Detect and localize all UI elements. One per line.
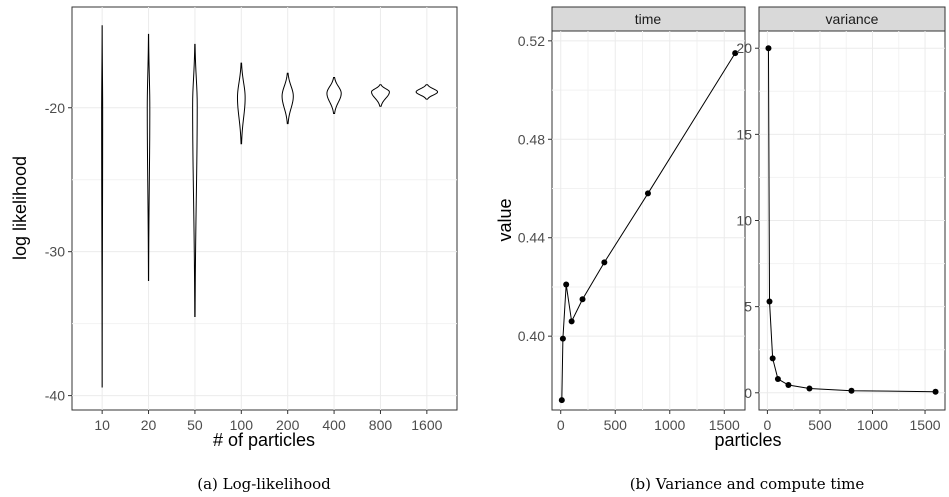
facet-time-y-ticks: 0.40 0.44 0.48 0.52 [518,33,552,344]
x-tick-label: 500 [604,417,628,433]
violin-10 [101,25,104,388]
x-tick-label: 1600 [411,417,442,433]
violin-20 [146,33,151,281]
y-tick-label: 20 [736,40,752,56]
violin-50 [192,43,198,317]
facet-time: time 0.40 0.44 0.48 0.52 0 500 1000 1500 [518,6,746,433]
y-tick-label: 0.48 [518,131,545,147]
x-tick-label: 400 [322,417,346,433]
x-tick-label: 20 [141,417,157,433]
x-tick-label: 200 [276,417,300,433]
data-point-100 [568,318,575,325]
x-tick-label: 0 [557,417,565,433]
y-tick-label: 0 [744,385,752,401]
violin-800 [371,84,390,107]
y-tick-label: -40 [45,388,65,404]
y-tick-label: 5 [744,299,752,315]
facet-variance-strip-label: variance [826,11,879,27]
x-tick-label: 800 [369,417,393,433]
violin-400 [326,77,342,115]
data-point-400 [806,385,813,392]
data-point-10 [765,45,772,52]
violin-1600 [415,84,439,100]
y-tick-label: -20 [45,100,65,116]
data-point-50 [563,281,570,288]
data-point-200 [579,296,586,303]
facet-variance-y-ticks: 0 5 10 15 20 [736,40,759,401]
facet-variance-x-ticks: 0 500 1000 1500 [764,410,941,433]
facet-time-x-ticks: 0 500 1000 1500 [557,410,740,433]
x-tick-label: 500 [808,417,832,433]
y-tick-label: 0.40 [518,328,545,344]
series-line [561,52,736,401]
facet-time-grid [552,31,745,410]
data-point-1600 [732,50,739,57]
x-tick-label: 1500 [909,417,940,433]
violin-x-axis-title: # of particles [213,430,315,450]
data-point-800 [848,387,855,394]
data-point-400 [601,259,608,266]
x-tick-label: 0 [764,417,772,433]
y-tick-label: 0.52 [518,33,545,49]
violin-shapes [101,25,439,388]
x-tick-label: 50 [187,417,203,433]
facet-y-axis-title: value [495,198,515,241]
data-point-1600 [932,388,939,395]
x-tick-label: 1000 [857,417,888,433]
data-point-20 [766,298,773,305]
facet-variance: variance 0 5 10 15 20 0 500 1000 1500 [736,6,946,433]
data-point-200 [785,382,792,389]
data-point-50 [769,355,776,362]
facet-variance-grid [759,31,945,410]
x-tick-label: 10 [94,417,110,433]
violin-x-ticks: 10 20 50 100 200 400 800 1600 [94,410,443,433]
violin-y-ticks: -40 -30 -20 [45,100,72,404]
data-point-100 [774,375,781,382]
violin-100 [236,62,246,145]
x-tick-label: 1000 [654,417,685,433]
facet-time-strip [551,6,746,32]
data-point-20 [559,335,566,342]
x-tick-label: 100 [230,417,254,433]
facet-time-plot-area [551,30,746,411]
facet-variance-series [765,45,939,395]
y-tick-label: 0.44 [518,230,545,246]
violin-panel: -40 -30 -20 10 20 50 100 200 400 800 1600 # of pa… [10,6,458,450]
facet-time-strip-label: time [635,11,662,27]
violin-plot-area [71,6,458,411]
facet-time-series [558,50,739,404]
facet-panel: time 0.400.440.480.52 0 500 1000 1500 varia… [495,6,946,450]
caption-a: (a) Log-likelihood [197,475,331,493]
y-tick-label: -30 [45,244,65,260]
violin-200 [281,72,294,125]
y-tick-label: 15 [736,126,752,142]
violin-y-axis-title: log likelihood [10,156,30,260]
data-point-10 [558,397,565,404]
x-tick-label: 1500 [709,417,740,433]
caption-b: (b) Variance and compute time [630,475,865,493]
series-line [767,48,936,393]
y-tick-label: 10 [736,213,752,229]
data-point-800 [644,190,651,197]
facet-x-axis-title: particles [714,430,781,450]
